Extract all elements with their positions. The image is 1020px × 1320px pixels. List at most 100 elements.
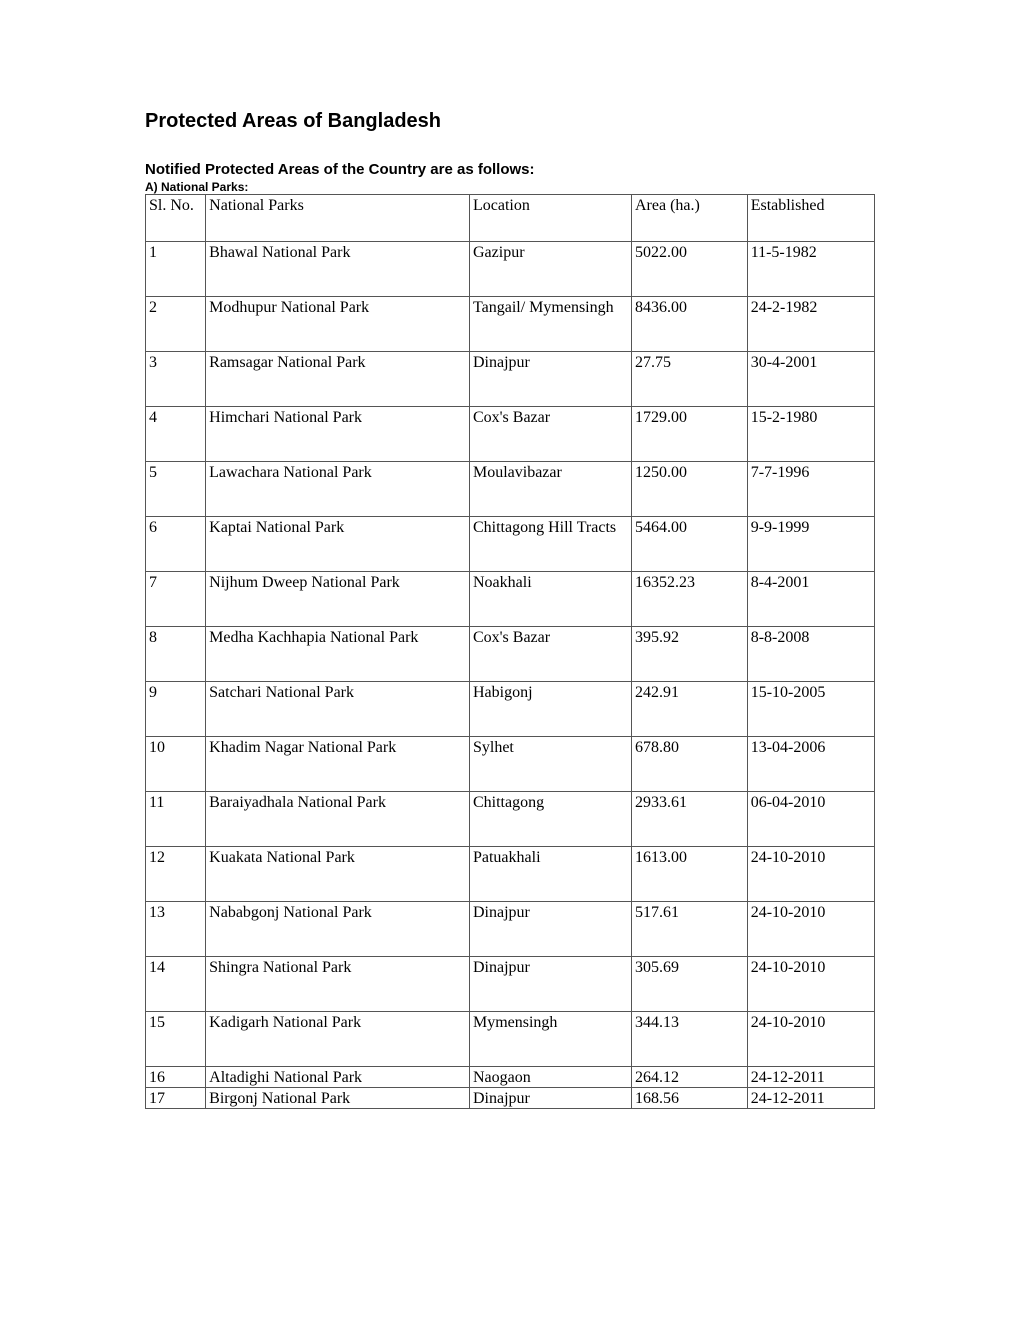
- table-cell: Nababgonj National Park: [206, 902, 470, 957]
- table-row: 14Shingra National ParkDinajpur305.6924-…: [146, 957, 875, 1012]
- table-cell: 12: [146, 847, 206, 902]
- table-row: 7Nijhum Dweep National ParkNoakhali16352…: [146, 572, 875, 627]
- table-row: 3Ramsagar National ParkDinajpur27.7530-4…: [146, 352, 875, 407]
- table-cell: 1250.00: [631, 462, 747, 517]
- col-header-name: National Parks: [206, 195, 470, 242]
- table-cell: Dinajpur: [469, 352, 631, 407]
- table-cell: Kaptai National Park: [206, 517, 470, 572]
- table-cell: Sylhet: [469, 737, 631, 792]
- table-cell: 8-8-2008: [747, 627, 874, 682]
- table-cell: Cox's Bazar: [469, 407, 631, 462]
- section-label: A) National Parks:: [145, 180, 875, 194]
- table-cell: Naogaon: [469, 1067, 631, 1088]
- table-cell: 24-10-2010: [747, 847, 874, 902]
- table-cell: 6: [146, 517, 206, 572]
- table-cell: Satchari National Park: [206, 682, 470, 737]
- col-header-area: Area (ha.): [631, 195, 747, 242]
- table-cell: 1: [146, 242, 206, 297]
- table-cell: 1613.00: [631, 847, 747, 902]
- table-cell: 24-10-2010: [747, 902, 874, 957]
- table-cell: Patuakhali: [469, 847, 631, 902]
- table-cell: 7: [146, 572, 206, 627]
- col-header-established: Established: [747, 195, 874, 242]
- table-cell: 17: [146, 1088, 206, 1109]
- table-cell: 15-10-2005: [747, 682, 874, 737]
- table-cell: 9: [146, 682, 206, 737]
- table-cell: 10: [146, 737, 206, 792]
- table-cell: 16352.23: [631, 572, 747, 627]
- table-cell: 24-12-2011: [747, 1067, 874, 1088]
- table-cell: Khadim Nagar National Park: [206, 737, 470, 792]
- table-row: 16Altadighi National ParkNaogaon264.1224…: [146, 1067, 875, 1088]
- table-cell: 24-10-2010: [747, 1012, 874, 1067]
- table-cell: 8: [146, 627, 206, 682]
- table-row: 1Bhawal National ParkGazipur5022.0011-5-…: [146, 242, 875, 297]
- table-cell: 15-2-1980: [747, 407, 874, 462]
- col-header-slno: Sl. No.: [146, 195, 206, 242]
- table-cell: 13-04-2006: [747, 737, 874, 792]
- table-cell: Chittagong: [469, 792, 631, 847]
- table-row: 8Medha Kachhapia National ParkCox's Baza…: [146, 627, 875, 682]
- table-row: 5Lawachara National ParkMoulavibazar1250…: [146, 462, 875, 517]
- table-cell: 24-12-2011: [747, 1088, 874, 1109]
- table-cell: 8-4-2001: [747, 572, 874, 627]
- table-cell: Baraiyadhala National Park: [206, 792, 470, 847]
- table-cell: 2933.61: [631, 792, 747, 847]
- subtitle: Notified Protected Areas of the Country …: [145, 161, 875, 178]
- table-cell: 5464.00: [631, 517, 747, 572]
- table-cell: Dinajpur: [469, 902, 631, 957]
- table-cell: 27.75: [631, 352, 747, 407]
- table-cell: 5: [146, 462, 206, 517]
- table-cell: 3: [146, 352, 206, 407]
- table-cell: Shingra National Park: [206, 957, 470, 1012]
- table-cell: 15: [146, 1012, 206, 1067]
- table-row: 2Modhupur National ParkTangail/ Mymensin…: [146, 297, 875, 352]
- table-cell: Medha Kachhapia National Park: [206, 627, 470, 682]
- table-header-row: Sl. No. National Parks Location Area (ha…: [146, 195, 875, 242]
- table-row: 10Khadim Nagar National ParkSylhet678.80…: [146, 737, 875, 792]
- table-cell: Cox's Bazar: [469, 627, 631, 682]
- table-cell: 11: [146, 792, 206, 847]
- table-cell: Gazipur: [469, 242, 631, 297]
- table-cell: Tangail/ Mymensingh: [469, 297, 631, 352]
- table-cell: 1729.00: [631, 407, 747, 462]
- table-cell: 16: [146, 1067, 206, 1088]
- col-header-location: Location: [469, 195, 631, 242]
- table-cell: Mymensingh: [469, 1012, 631, 1067]
- table-cell: 13: [146, 902, 206, 957]
- table-cell: Modhupur National Park: [206, 297, 470, 352]
- table-cell: Birgonj National Park: [206, 1088, 470, 1109]
- table-row: 4Himchari National ParkCox's Bazar1729.0…: [146, 407, 875, 462]
- table-cell: 242.91: [631, 682, 747, 737]
- table-row: 15Kadigarh National ParkMymensingh344.13…: [146, 1012, 875, 1067]
- table-cell: Ramsagar National Park: [206, 352, 470, 407]
- table-cell: Kadigarh National Park: [206, 1012, 470, 1067]
- table-row: 17Birgonj National ParkDinajpur168.5624-…: [146, 1088, 875, 1109]
- table-cell: 517.61: [631, 902, 747, 957]
- table-cell: Nijhum Dweep National Park: [206, 572, 470, 627]
- table-cell: Bhawal National Park: [206, 242, 470, 297]
- national-parks-table: Sl. No. National Parks Location Area (ha…: [145, 194, 875, 1109]
- table-cell: Altadighi National Park: [206, 1067, 470, 1088]
- table-cell: 7-7-1996: [747, 462, 874, 517]
- table-cell: Moulavibazar: [469, 462, 631, 517]
- table-cell: 24-2-1982: [747, 297, 874, 352]
- table-cell: 395.92: [631, 627, 747, 682]
- table-cell: 2: [146, 297, 206, 352]
- table-cell: 305.69: [631, 957, 747, 1012]
- table-row: 12Kuakata National ParkPatuakhali1613.00…: [146, 847, 875, 902]
- table-cell: 5022.00: [631, 242, 747, 297]
- table-cell: Dinajpur: [469, 1088, 631, 1109]
- table-cell: Dinajpur: [469, 957, 631, 1012]
- table-cell: 678.80: [631, 737, 747, 792]
- table-cell: 24-10-2010: [747, 957, 874, 1012]
- table-cell: 30-4-2001: [747, 352, 874, 407]
- table-cell: 9-9-1999: [747, 517, 874, 572]
- table-cell: Chittagong Hill Tracts: [469, 517, 631, 572]
- table-cell: 14: [146, 957, 206, 1012]
- table-cell: 264.12: [631, 1067, 747, 1088]
- table-row: 11Baraiyadhala National ParkChittagong29…: [146, 792, 875, 847]
- table-cell: Lawachara National Park: [206, 462, 470, 517]
- table-cell: 168.56: [631, 1088, 747, 1109]
- table-row: 6Kaptai National ParkChittagong Hill Tra…: [146, 517, 875, 572]
